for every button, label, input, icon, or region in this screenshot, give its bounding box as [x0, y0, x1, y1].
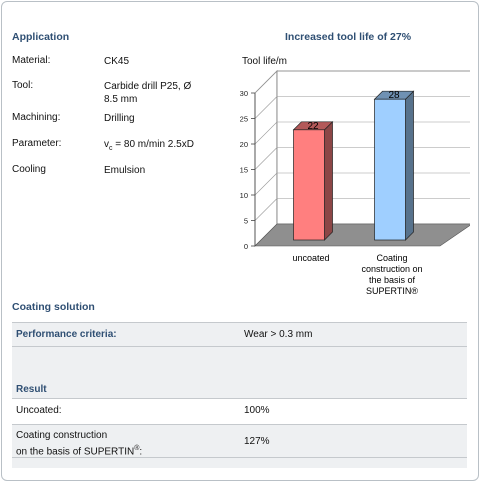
result-heading: Result [16, 384, 47, 395]
criteria-value: Wear > 0.3 mm [244, 329, 313, 340]
coating-heading: Coating solution [12, 301, 95, 313]
gridline-side [254, 172, 278, 196]
material-label: Material: [12, 55, 51, 66]
bar-side [324, 120, 333, 241]
uncoated-row-border [12, 424, 467, 425]
x-tick-label: SUPERTIN® [366, 286, 418, 296]
cooling-label: Cooling [12, 164, 46, 175]
result-header-border [12, 398, 467, 399]
coated-value: 127% [244, 436, 270, 447]
registered-mark: ® [134, 445, 140, 452]
chart-bars: 22 28 [292, 90, 415, 241]
uncoated-label: Uncoated: [16, 405, 62, 416]
machining-label: Machining: [12, 112, 61, 123]
chart-grid: 0 5 10 15 20 25 30 [240, 70, 470, 251]
table-bottom-border [12, 457, 467, 458]
tool-value-line2: 8.5 mm [104, 94, 138, 105]
y-tick-label: 15 [240, 166, 248, 175]
parameter-value: vc = 80 m/min 2.5xD [104, 138, 194, 155]
parameter-v: v [104, 139, 109, 150]
parameter-sub: c [109, 145, 113, 152]
tool-value-line1: Carbide drill P25, Ø [104, 81, 192, 92]
parameter-label: Parameter: [12, 138, 62, 149]
coated-label-line2: on the basis of SUPERTIN®: [16, 442, 142, 458]
gridline-side [254, 121, 278, 145]
bar [374, 98, 406, 241]
x-tick-label: the basis of [369, 275, 416, 285]
y-tick-label: 25 [240, 115, 248, 124]
parameter-rest: = 80 m/min 2.5xD [112, 139, 194, 150]
gridline-side [254, 147, 278, 170]
gridline-side [254, 96, 278, 119]
y-axis-label: Tool life/m [242, 56, 287, 67]
bar-side [405, 90, 414, 241]
gridline-side [254, 198, 278, 221]
tool-life-chart: Tool life/m 0 5 10 15 20 25 30 22 28 uncoated Co… [240, 56, 470, 296]
chart-floor [254, 223, 470, 247]
uncoated-row-bg [12, 398, 467, 424]
x-tick-label: Coating [376, 253, 407, 263]
material-value: CK45 [104, 56, 130, 67]
x-tick-label: uncoated [292, 253, 329, 263]
bar-data-label: 28 [388, 90, 400, 101]
y-tick-label: 10 [240, 191, 248, 200]
tool-label: Tool: [12, 80, 34, 91]
x-tick-label: construction on [361, 264, 422, 274]
cooling-value: Emulsion [104, 165, 146, 176]
machining-value: Drilling [104, 113, 135, 124]
y-tick-label: 0 [244, 242, 248, 251]
bar [293, 129, 325, 241]
coated-label-text: on the basis of SUPERTIN [16, 446, 135, 458]
table-top-border [12, 322, 467, 323]
gridline-side [254, 70, 278, 94]
y-tick-label: 5 [244, 217, 248, 226]
uncoated-value: 100% [244, 405, 270, 416]
coated-label: Coating construction on the basis of SUP… [16, 429, 142, 458]
y-tick-label: 30 [240, 89, 248, 98]
criteria-row-border [12, 346, 467, 347]
coated-label-line1: Coating construction [16, 430, 108, 441]
tool-value: Carbide drill P25, Ø 8.5 mm [104, 80, 191, 106]
y-tick-label: 20 [240, 140, 248, 149]
chart-title: Increased tool life of 27% [285, 31, 412, 43]
bar-data-label: 22 [307, 121, 319, 132]
coated-label-colon: : [139, 446, 143, 458]
criteria-label: Performance criteria: [16, 329, 117, 340]
application-heading: Application [12, 31, 70, 43]
